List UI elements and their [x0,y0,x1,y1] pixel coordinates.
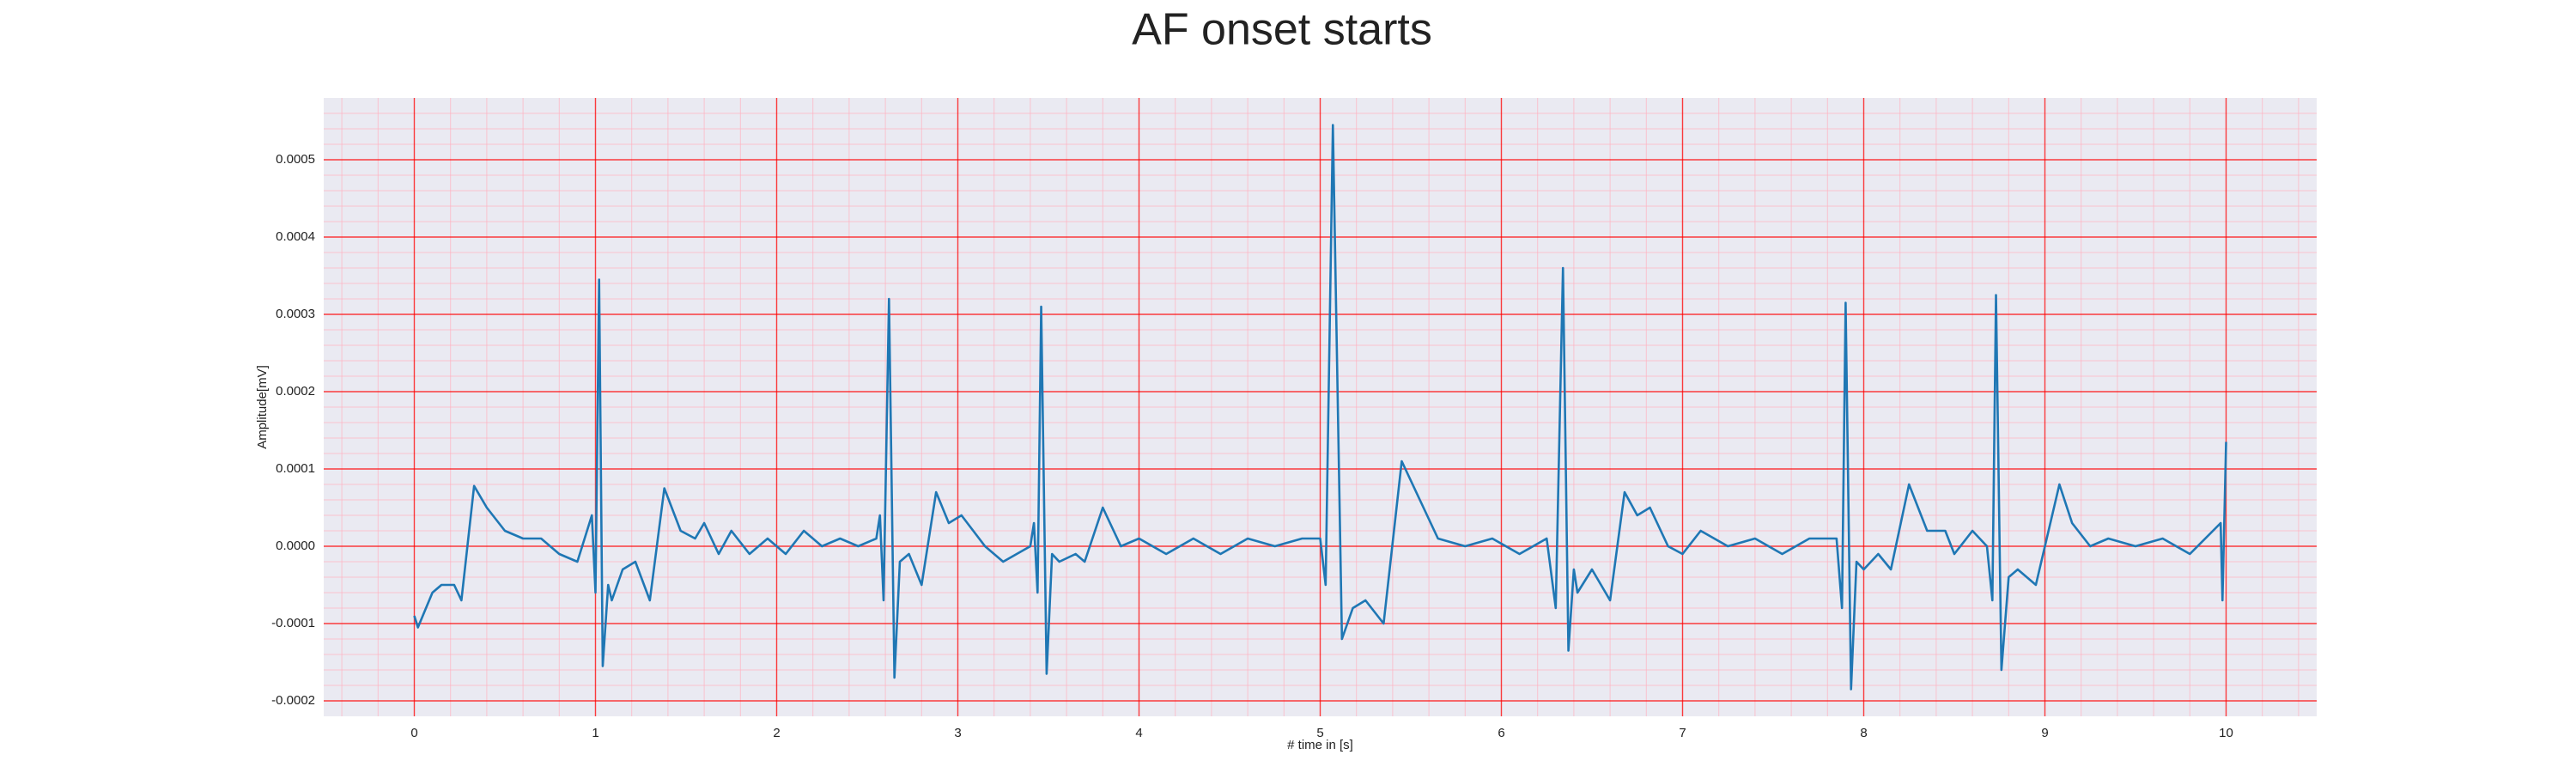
y-tick-label: -0.0002 [271,693,315,708]
y-tick-label: -0.0001 [271,616,315,630]
chart-title: AF onset starts [1132,5,1432,55]
y-tick-label: 0.0002 [276,384,315,399]
x-tick-label: 10 [2219,726,2233,740]
y-tick-label: 0.0003 [276,307,315,321]
x-tick-label: 4 [1135,726,1142,740]
y-tick-label: 0.0005 [276,152,315,167]
x-tick-label: 8 [1860,726,1867,740]
y-tick-label: 0.0001 [276,461,315,476]
x-tick-label: 1 [592,726,598,740]
x-tick-label: 5 [1316,726,1323,740]
x-tick-label: 3 [954,726,961,740]
ecg-line [413,124,2227,691]
x-axis-label: # time in [s] [1287,738,1353,752]
x-tick-label: 7 [1679,726,1686,740]
y-tick-label: 0.0004 [276,229,315,244]
x-tick-label: 6 [1498,726,1504,740]
x-tick-label: 9 [2041,726,2048,740]
x-tick-label: 0 [410,726,417,740]
y-tick-label: 0.0000 [276,539,315,553]
x-tick-label: 2 [773,726,780,740]
y-axis-label: Amplitude[mV] [255,365,270,449]
